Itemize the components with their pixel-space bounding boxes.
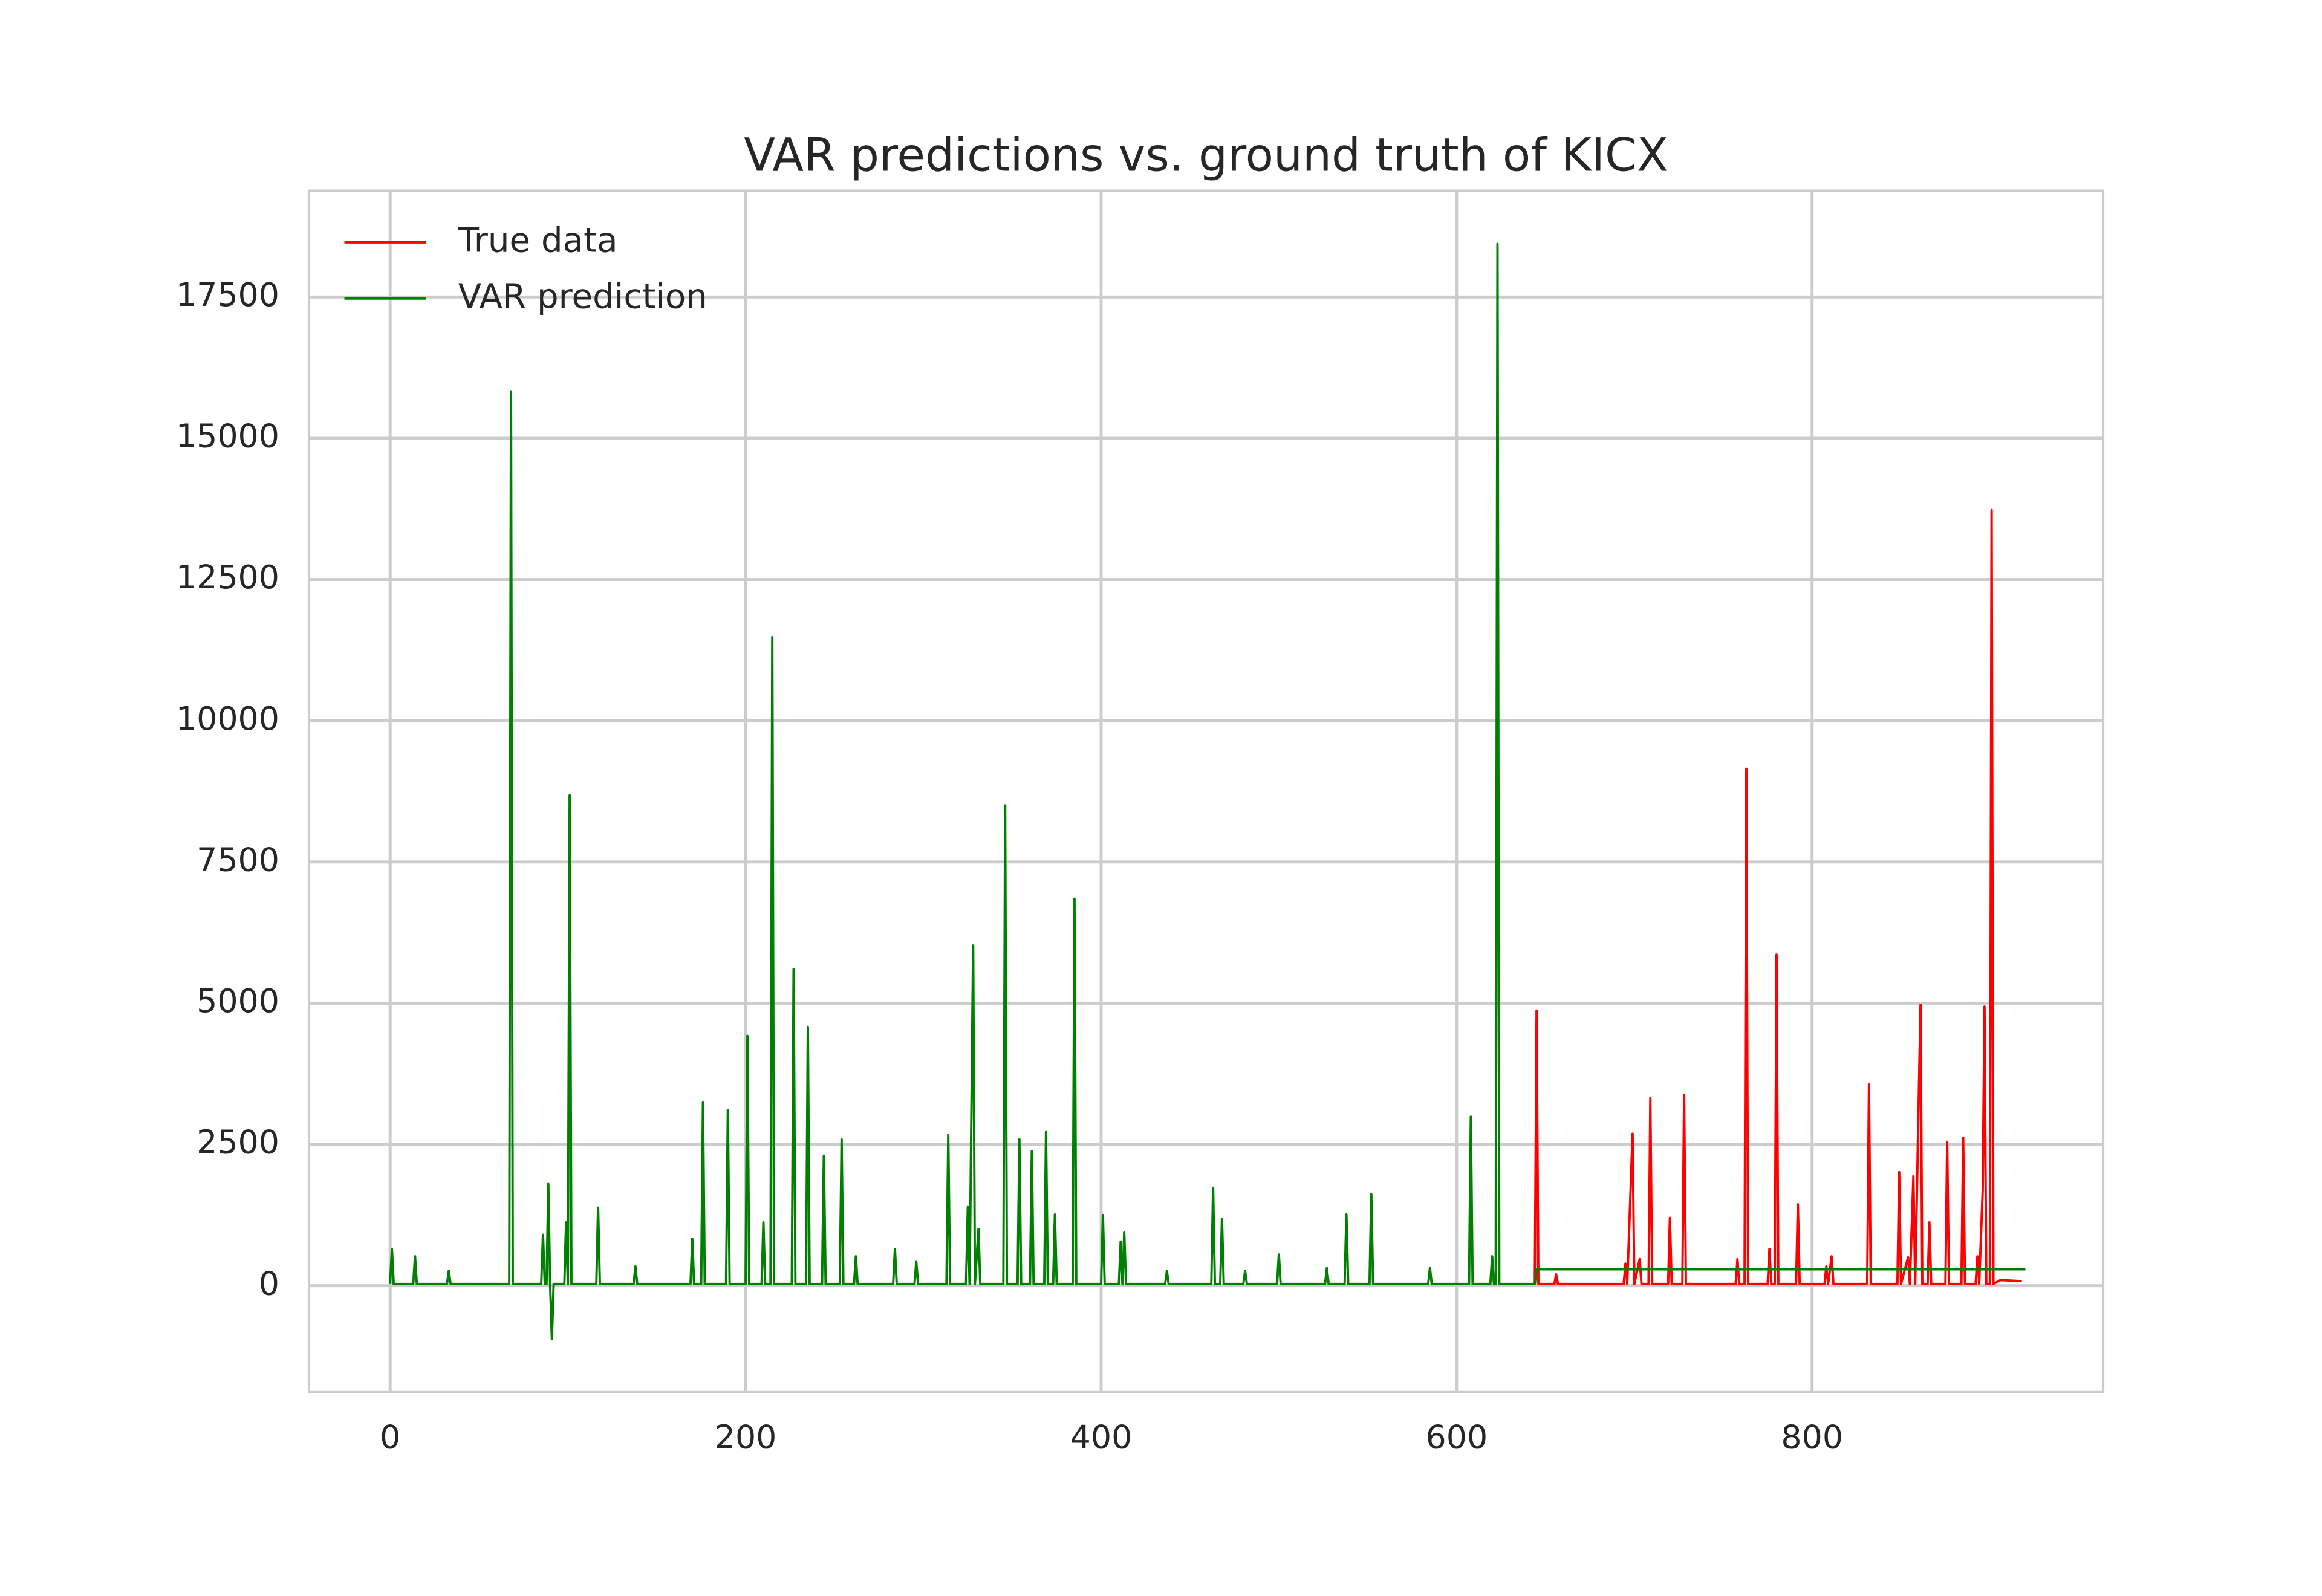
- plot-frame: [308, 189, 2105, 1393]
- x-tick-label: 200: [715, 1418, 777, 1456]
- y-tick-label: 15000: [176, 417, 279, 455]
- x-tick-label: 400: [1070, 1418, 1133, 1456]
- chart-title: VAR predictions vs. ground truth of KICX: [744, 129, 1668, 182]
- y-tick-label: 12500: [176, 558, 279, 596]
- x-tick-label: 0: [380, 1418, 400, 1456]
- legend-label: True data: [458, 221, 618, 261]
- series-line: [389, 242, 2026, 1340]
- y-tick-label: 7500: [197, 840, 279, 878]
- series-line: [1533, 508, 2022, 1285]
- y-tick-label: 5000: [197, 982, 279, 1020]
- y-tick-label: 17500: [176, 276, 279, 314]
- x-tick-label: 800: [1781, 1418, 1843, 1456]
- y-tick-label: 0: [259, 1264, 279, 1302]
- x-tick-label: 600: [1426, 1418, 1488, 1456]
- y-tick-label: 10000: [176, 699, 279, 738]
- legend-label: VAR prediction: [458, 277, 707, 316]
- y-tick-label: 2500: [197, 1123, 279, 1161]
